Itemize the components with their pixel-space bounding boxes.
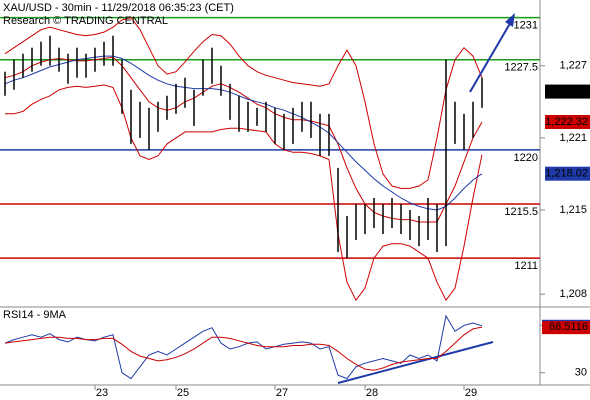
x-tick-label: 25: [177, 387, 189, 399]
level-label: 1211: [514, 260, 538, 272]
chart-subtitle: Research © TRADING CENTRAL: [3, 15, 168, 27]
last-price-box: [545, 84, 590, 99]
last-price-label: 1,224.85: [545, 85, 588, 97]
price-box-label: 1,218.02: [545, 168, 588, 180]
indicator-line: [4, 17, 483, 189]
x-tick-label: 27: [276, 387, 288, 399]
level-label: 1227.5: [504, 62, 538, 74]
rsi-trendline: [337, 341, 494, 384]
value-box: [542, 321, 590, 335]
chart-title: XAU/USD - 30min - 11/29/2018 06:35:23 (C…: [3, 2, 234, 14]
price-box-label: 1,222.32: [545, 116, 588, 128]
price-box: [545, 166, 590, 181]
x-tick-label: 23: [96, 387, 108, 399]
indicator-line: [4, 55, 483, 211]
x-tick-label: 28: [366, 387, 378, 399]
value-box-label: 68.5116: [549, 321, 588, 333]
price-box: [545, 114, 590, 129]
y-tick-label: 1,215: [559, 204, 587, 216]
x-tick-label: 29: [465, 387, 477, 399]
arrow-head: [505, 13, 515, 27]
level-label: 1215.5: [504, 206, 538, 218]
trend-arrow: [469, 19, 513, 93]
y-tick-label: 1,227: [559, 60, 587, 72]
y-tick-label: 1,208: [559, 288, 587, 300]
level-label: 1220: [514, 152, 538, 164]
indicator-line: [4, 56, 483, 223]
indicator-line: [5, 84, 483, 302]
rsi-line: [4, 326, 483, 371]
y-tick-label: 30: [575, 367, 587, 379]
y-tick-label: 1,221: [559, 132, 587, 144]
level-label: 1231: [514, 20, 538, 32]
rsi-title: RSI14 - 9MA: [3, 309, 67, 321]
